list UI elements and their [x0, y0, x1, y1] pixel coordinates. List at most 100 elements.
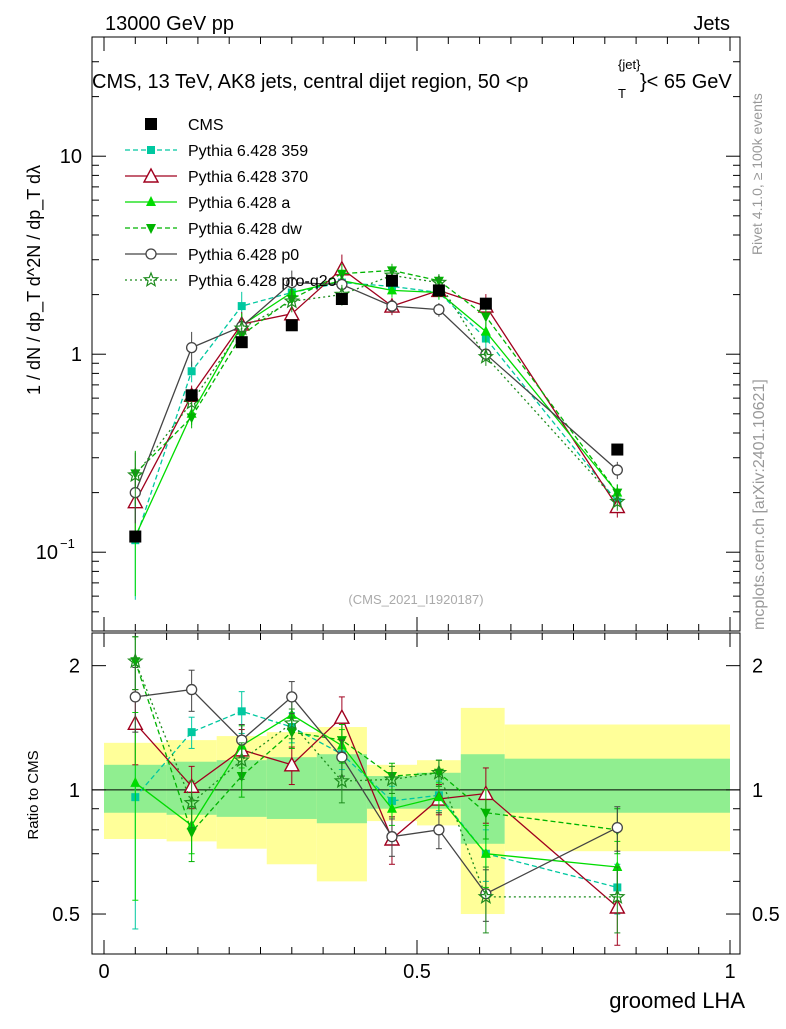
data-series-cms: [129, 274, 624, 543]
main-point: [336, 269, 347, 280]
data-point: [432, 284, 445, 297]
main-line-1: [134, 267, 618, 507]
x-tick-label: 1: [724, 961, 735, 983]
main-point: [127, 466, 144, 483]
main-tick-label-0.1: 10: [36, 542, 58, 564]
main-title: CMS, 13 TeV, AK8 jets, central dijet reg…: [92, 57, 732, 101]
legend-marker: [142, 167, 160, 183]
legend-item-cms: CMS: [145, 117, 224, 134]
data-point: [385, 274, 398, 287]
title-end: }< 65 GeV: [640, 71, 732, 93]
ratio-point: [130, 776, 141, 787]
ratio-point: [611, 821, 623, 834]
main-point: [609, 493, 626, 509]
ratio-point: [286, 691, 298, 703]
main-point: [187, 367, 196, 376]
rivet-label: Rivet 4.1.0, ≥ 100k events: [749, 93, 765, 255]
ratio-point: [333, 708, 351, 724]
title-main: CMS, 13 TeV, AK8 jets, central dijet reg…: [92, 71, 528, 93]
ratio-point: [183, 794, 200, 810]
y-label-main: 1 / dN / dp_T d^2N / dp_T dλ: [24, 165, 45, 395]
legend-item-3: Pythia 6.428 dw: [125, 221, 302, 238]
ratio-tick-label-left: 2: [69, 656, 80, 678]
y-label-main-text: 1 / dN / dp_T d^2N / dp_T dλ: [24, 165, 45, 395]
legend-marker: [146, 196, 156, 206]
x-tick-label: 0.5: [403, 961, 431, 983]
legend-item-1: Pythia 6.428 370: [125, 167, 308, 186]
main-series-0: [131, 274, 622, 600]
legend-marker: [145, 118, 157, 130]
title-sup: {jet}: [618, 57, 641, 72]
legend-label: Pythia 6.428 359: [188, 143, 308, 160]
ratio-point: [187, 728, 196, 737]
ratio-tick-label-right: 2: [752, 656, 763, 678]
ratio-tick-label-left: 0.5: [52, 904, 80, 926]
data-point: [285, 319, 298, 332]
ratio-point: [237, 707, 246, 716]
legend-label: Pythia 6.428 pro-q2o: [188, 273, 337, 290]
legend-label: Pythia 6.428 dw: [188, 221, 302, 238]
data-point: [235, 336, 248, 349]
data-point: [479, 297, 492, 310]
y-label-ratio: Ratio to CMS: [25, 750, 42, 839]
legend-marker: [146, 224, 156, 234]
ratio-point: [386, 831, 398, 843]
legend-label: Pythia 6.428 370: [188, 169, 308, 186]
ratio-point: [333, 772, 351, 789]
main-line-5: [134, 274, 618, 503]
ratio-point: [477, 888, 495, 904]
main-series-4: [129, 270, 623, 524]
legend: CMS Pythia 6.428 359 Pythia 6.428 370 Pythi…: [125, 117, 337, 290]
data-point: [335, 293, 348, 306]
main-tick-label-10: 10: [60, 146, 82, 168]
ratio-panel-frame: [91, 632, 741, 955]
ratio-point: [386, 802, 397, 813]
ratio-point: [609, 888, 626, 904]
main-line-4: [134, 281, 618, 493]
ratio-point: [129, 691, 141, 703]
ratio-tick-label-right: 1: [752, 780, 763, 802]
data-point: [611, 443, 624, 456]
main-point: [480, 325, 491, 336]
x-axis: 0 0.5 1: [98, 961, 735, 983]
main-line-0: [134, 281, 618, 541]
main-point: [480, 312, 491, 323]
x-tick-label: 0: [98, 961, 109, 983]
legend-marker: [147, 146, 155, 154]
main-point: [611, 464, 623, 476]
series-main: [127, 254, 626, 600]
ratio-point: [185, 683, 198, 696]
ratio-series-4: [129, 666, 623, 922]
main-tick-label-1: 1: [71, 344, 82, 366]
ratio-point: [186, 828, 197, 839]
band-inner-8: [504, 758, 730, 813]
ratio-point: [430, 764, 448, 780]
main-series-5: [127, 266, 626, 511]
main-point: [286, 276, 298, 289]
ratio-point: [283, 714, 301, 731]
data-point: [129, 530, 142, 543]
ratio-point: [433, 824, 445, 836]
main-line-2: [134, 280, 618, 537]
main-point: [433, 303, 445, 316]
mcplots-label: mcplots.cern.ch [arXiv:2401.10621]: [751, 379, 768, 630]
main-point: [233, 319, 251, 336]
ratio-point: [233, 751, 251, 768]
series-ratio: [127, 636, 626, 946]
ratio-series-5: [127, 636, 626, 934]
ratio-point: [480, 847, 491, 858]
main-point: [386, 300, 398, 312]
ratio-tick-label-right: 0.5: [752, 904, 780, 926]
x-label: groomed LHA: [609, 988, 745, 1013]
ratio-tick-label-left: 1: [69, 780, 80, 802]
ratio-point: [283, 756, 300, 772]
ratio-point: [383, 770, 401, 787]
legend-item-2: Pythia 6.428 a: [125, 195, 290, 212]
ratio-bands: [104, 707, 730, 915]
legend-item-4: Pythia 6.428 p0: [125, 247, 299, 264]
legend-marker: [145, 248, 157, 260]
main-tick-label-exp: −1: [60, 536, 75, 551]
